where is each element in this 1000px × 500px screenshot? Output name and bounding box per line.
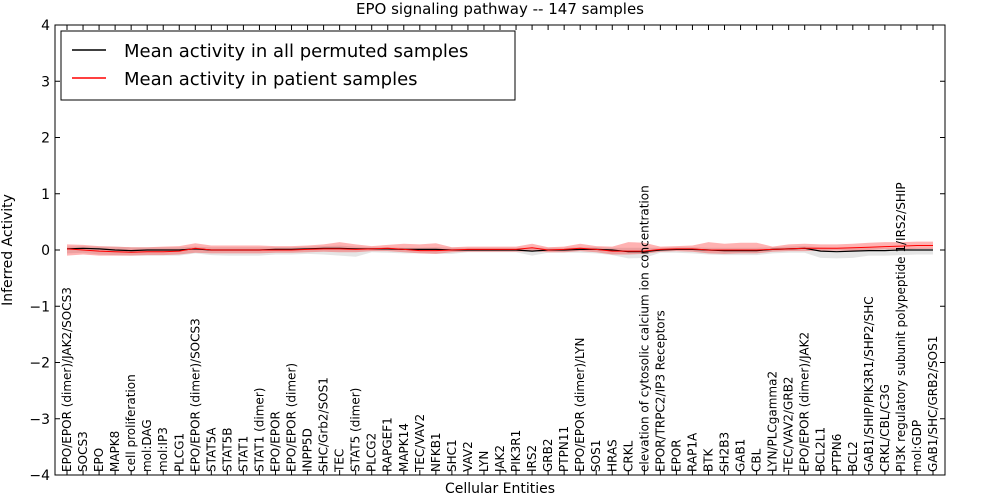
x-tick-label: cell proliferation: [124, 374, 138, 472]
x-tick-label: GAB1/SHC/GRB2/SOS1: [926, 336, 940, 472]
x-tick-label: STAT5A: [204, 427, 218, 472]
legend-box: [60, 30, 516, 101]
y-tick-label: 1: [41, 187, 50, 203]
x-tick-label: STAT1: [236, 436, 250, 472]
x-tick-label: LYN: [477, 451, 491, 472]
chart-title: EPO signaling pathway -- 147 samples: [356, 0, 644, 18]
x-tick-label: EPO: [92, 448, 106, 472]
x-tick-label: BTK: [702, 447, 716, 472]
x-tick-label: EPOR: [669, 439, 683, 472]
x-tick-label: mol:IP3: [156, 427, 170, 472]
x-tick-label: RAPGEF1: [381, 417, 395, 472]
x-tick-label: IRS2: [525, 445, 539, 472]
series-line-patient: [66, 245, 933, 253]
x-tick-label: EPO/EPOR (dimer)/SOCS3: [188, 318, 202, 472]
x-tick-label: MAPK14: [397, 423, 411, 472]
x-tick-label: BCL2: [846, 441, 860, 472]
x-tick-label: STAT5 (dimer): [349, 388, 363, 472]
y-tick-label: −4: [29, 468, 50, 484]
plot-area: [66, 241, 933, 259]
x-tick-label: EPOR/TRPC2/IP3 Receptors: [653, 310, 667, 472]
x-tick-label: PTPN11: [557, 426, 571, 472]
y-tick-label: −2: [29, 356, 50, 372]
x-tick-label: RAP1A: [685, 432, 699, 472]
x-tick-label: STAT5B: [220, 428, 234, 472]
x-tick-label: BCL2L1: [814, 427, 828, 472]
x-tick-label: mol:GDP: [910, 420, 924, 472]
x-tick-label: EPO/EPOR (dimer): [285, 363, 299, 472]
x-tick-label: EPO/EPOR (dimer)/JAK2/SOCS3: [60, 287, 74, 472]
x-tick-label: SH2B3: [718, 432, 732, 472]
x-tick-label: PTPN6: [830, 434, 844, 472]
x-tick-label: elevation of cytosolic calcium ion conce…: [637, 185, 651, 472]
y-axis: −4 −3 −2 −1 0 1 2 3 4: [29, 18, 945, 484]
x-tick-label: INPP5D: [301, 428, 315, 472]
x-tick-label: GRB2: [541, 438, 555, 472]
x-tick-label: CRKL/CBL/C3G: [878, 384, 892, 472]
y-axis-label: Inferred Activity: [0, 194, 16, 306]
y-tick-label: 2: [41, 131, 50, 147]
x-tick-label: NFKB1: [429, 432, 443, 472]
x-tick-label: SOCS3: [76, 431, 90, 472]
x-tick-label: SOS1: [589, 440, 603, 472]
band-permuted: [67, 245, 933, 259]
x-tick-label: HRAS: [605, 439, 619, 472]
x-tick-label: EPO/EPOR (dimer)/LYN: [573, 338, 587, 472]
x-tick-label: PLCG2: [365, 433, 379, 472]
y-tick-label: 0: [41, 243, 50, 259]
x-tick-label: CRKL: [621, 440, 635, 472]
x-tick-label: EPO/EPOR: [269, 411, 283, 472]
x-tick-label: CBL: [750, 448, 764, 472]
x-tick-label: GAB1/SHIP/PIK3R1/SHP2/SHC: [862, 296, 876, 472]
x-tick-label: MAPK8: [108, 431, 122, 472]
x-tick-label: PI3K regulatory subunit polypeptide 1/IR…: [894, 182, 908, 472]
legend-label-patient: Mean activity in patient samples: [124, 69, 418, 90]
x-tick-label: SHC/Grb2/SOS1: [317, 377, 331, 472]
x-tick-label: TEC: [333, 449, 347, 473]
band-patient: [67, 241, 933, 256]
x-tick-label: STAT1 (dimer): [252, 388, 266, 472]
x-tick-label: JAK2: [493, 445, 507, 473]
x-tick-label: PLCG1: [172, 433, 186, 472]
x-tick-label: GAB1: [734, 439, 748, 472]
y-tick-label: −1: [29, 299, 50, 315]
x-axis-label: Cellular Entities: [445, 481, 555, 497]
x-tick-label: SHC1: [445, 439, 459, 472]
y-tick-label: 3: [41, 74, 50, 90]
y-tick-label: −3: [29, 412, 50, 428]
x-tick-label: TEC/VAV2: [413, 414, 427, 473]
legend-label-permuted: Mean activity in all permuted samples: [124, 41, 468, 62]
legend: Mean activity in all permuted samples Me…: [60, 30, 516, 101]
x-tick-label: VAV2: [461, 441, 475, 472]
x-tick-label: LYN/PLCgamma2: [766, 371, 780, 472]
x-tick-label: PIK3R1: [509, 430, 523, 472]
x-tick-label: EPO/EPOR (dimer)/JAK2: [798, 332, 812, 472]
x-tick-label: mol:DAG: [140, 419, 154, 472]
y-tick-label: 4: [41, 18, 50, 34]
x-tick-label: TEC/VAV2/GRB2: [782, 376, 796, 473]
x-axis: EPO/EPOR (dimer)/JAK2/SOCS3 SOCS3 EPO MAPK8…: [60, 25, 940, 475]
